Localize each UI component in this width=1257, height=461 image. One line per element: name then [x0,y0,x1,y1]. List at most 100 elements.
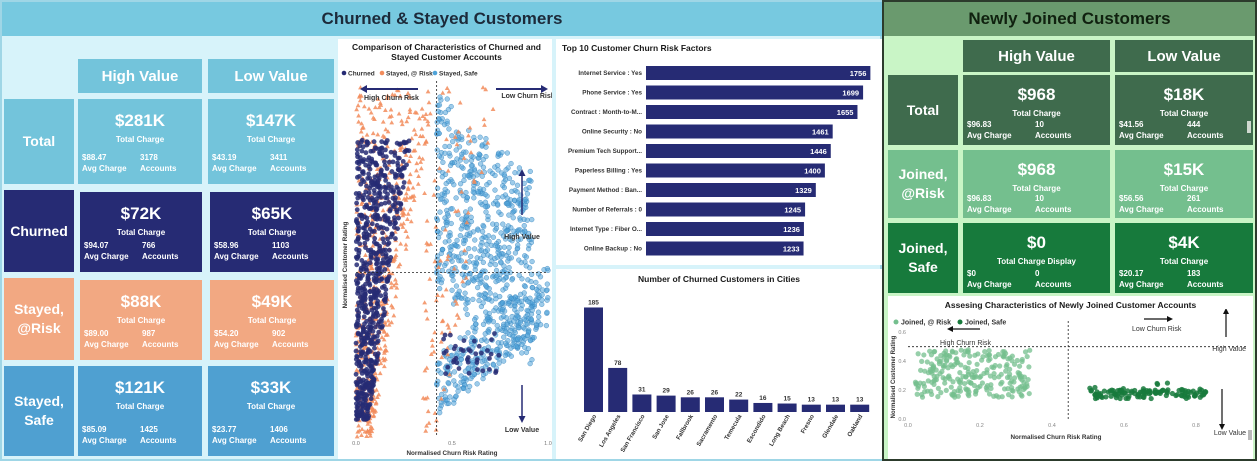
low-value-arrowhead [518,416,526,423]
stayed-safe-point [531,334,537,341]
stayed-safe-point [436,130,442,137]
churned-point [386,159,392,165]
stayed-safe-point [477,280,483,286]
churned-point [367,288,373,294]
stayed-risk-point [455,208,461,213]
stayed-safe-point [535,309,542,315]
churned-point [355,220,360,226]
stayed-safe-point [450,277,456,283]
churned-stayed-section: Churned & Stayed Customers High Value Lo… [0,0,882,461]
joined-risk-point [942,380,948,386]
city-label: Sacramento [695,413,719,447]
stayed-safe-point [522,326,528,332]
stayed-safe-point [472,317,478,323]
kpi-card-churned-high: $72K Total Charge $94.07 Avg Charge 766 Ac… [80,192,202,272]
kpi-value: $65K [251,204,293,223]
churned-point [359,351,364,357]
stayed-risk-point [468,138,473,143]
joined-risk-point [996,374,1002,380]
joined-risk-point [1014,357,1020,364]
churned-point [453,355,459,361]
section-title: Churned & Stayed Customers [2,2,882,36]
stayed-safe-point [464,311,470,318]
factor-label: Payment Method : Ban... [569,187,642,194]
scrollbar-thumb[interactable] [1247,121,1251,133]
city-label: Long Beach [768,413,792,447]
stayed-safe-point [464,194,470,201]
factor-bar [646,144,831,158]
stayed-risk-point [399,121,405,127]
churned-point [487,367,492,372]
churned-point [367,281,372,286]
stayed-safe-point [533,279,539,286]
accounts-value: 444 [1187,120,1201,130]
accounts-label: Accounts [1035,204,1072,214]
stayed-safe-point [507,331,513,338]
churned-point [382,173,388,179]
y-axis-label: Normalised Customer Rating [342,221,349,308]
churned-point [480,368,486,374]
joined-scatter-panel: Assesing Characteristics of Newly Joined… [888,296,1253,459]
factor-value: 1236 [783,225,800,234]
kpi-caption: Total Charge [1159,257,1209,266]
scrollbar-thumb[interactable] [1248,430,1252,440]
stayed-safe-point [482,191,488,198]
avg-charge-value: $56.56 [1119,194,1144,204]
stayed-safe-point [442,239,448,245]
churned-point [355,330,361,336]
stayed-risk-point [371,413,377,418]
accounts-value: 1425 [140,425,158,435]
churned-point [381,240,387,246]
churned-point [383,253,389,259]
factor-label: Online Security : No [582,129,642,136]
churned-point [362,240,368,246]
factor-label: Internet Service : Yes [578,70,642,77]
churned-point [355,290,360,296]
stayed-safe-point [459,295,465,301]
stayed-safe-point [434,119,440,125]
stayed-safe-point [479,247,485,254]
stayed-safe-point [466,245,472,252]
stayed-risk-point [403,228,409,233]
stayed-risk-point [424,423,429,428]
accounts-label: Accounts [142,339,179,349]
joined-safe-point [1197,389,1203,395]
churned-point [441,336,447,342]
kpi-card-safe-low: $4K Total Charge $20.17 Avg Charge 183 Acc… [1115,223,1253,293]
churned-point [396,215,401,221]
churned-point [355,236,361,242]
stayed-safe-point [472,329,478,335]
stayed-safe-point [461,385,467,391]
joined-risk-point [921,352,927,358]
low-value-label: Low Value [505,427,539,434]
churned-point [464,357,470,362]
high-churn-arrowhead [360,85,367,93]
low-churn-label: Low Churn Risk [1132,326,1182,333]
accounts-label: Accounts [272,339,309,349]
joined-risk-point [930,368,936,374]
stayed-risk-point [383,347,388,352]
churned-point [361,416,366,422]
kpi-caption: Total Charge [116,316,166,325]
stayed-safe-point [539,297,545,303]
accounts-label: Accounts [1187,130,1224,140]
x-tick-label: 0.6 [1120,423,1128,429]
churned-point [361,306,367,312]
stayed-safe-point [503,167,509,173]
stayed-risk-point [383,332,389,337]
stayed-safe-point [482,203,488,210]
churned-point [371,294,377,299]
legend-swatch [432,70,438,76]
stayed-safe-point [543,322,549,329]
stayed-safe-point [442,215,448,221]
churned-point [374,353,380,359]
stayed-safe-point [508,345,514,351]
stayed-safe-point [442,143,448,150]
stayed-risk-point [434,418,439,423]
stayed-safe-point [442,394,448,400]
stayed-risk-point [376,392,382,397]
stayed-safe-point [495,194,501,201]
churned-point [485,348,490,353]
churned-point [378,201,384,207]
joined-risk-point [1024,353,1030,360]
